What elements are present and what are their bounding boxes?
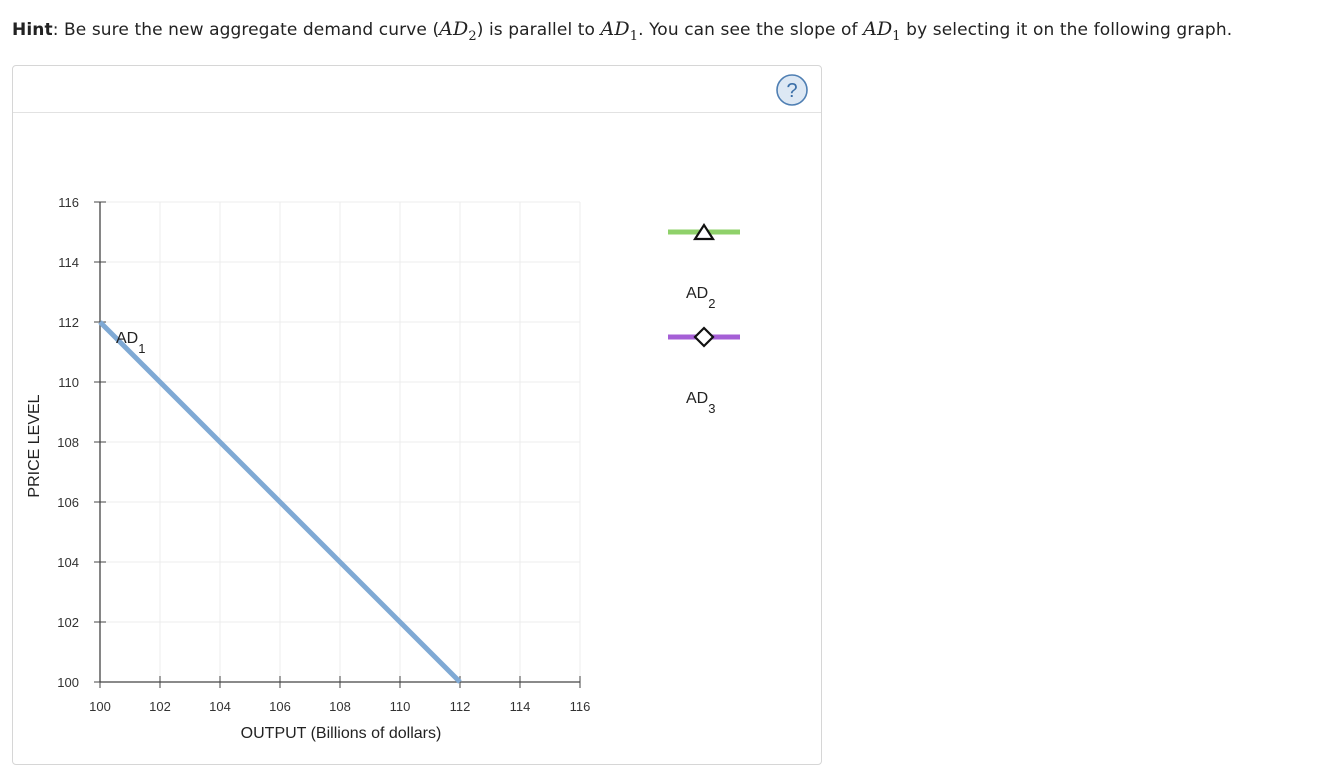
- x-tick-label: 114: [510, 699, 531, 714]
- hint-text-3: . You can see the slope of: [638, 20, 864, 40]
- palette-layer[interactable]: AD2 AD3: [668, 222, 740, 416]
- math-ad1b-main: AD: [863, 18, 893, 40]
- y-axis-label: PRICE LEVEL: [26, 394, 43, 497]
- palette-label-sub: 3: [708, 401, 715, 416]
- hint-text-1: : Be sure the new aggregate demand curve…: [52, 20, 440, 40]
- palette-label-ad3: AD3: [686, 390, 715, 416]
- x-tick-label: 112: [450, 699, 471, 714]
- x-tick-label: 106: [269, 699, 291, 714]
- ad1-curve[interactable]: [98, 320, 462, 684]
- question-circle-icon[interactable]: ?: [776, 74, 808, 106]
- x-tick-label: 104: [209, 699, 231, 714]
- y-tick-label: 110: [58, 375, 79, 390]
- palette-tool-ad2[interactable]: AD2: [668, 222, 740, 311]
- math-ad1b: AD1: [863, 18, 901, 44]
- palette-tool-ad3[interactable]: AD3: [668, 326, 740, 416]
- hint-text: Hint: Be sure the new aggregate demand c…: [12, 18, 1232, 44]
- math-ad1-sub: 1: [629, 28, 639, 44]
- y-tick-label: 116: [58, 195, 79, 210]
- x-tick-label: 108: [329, 699, 351, 714]
- math-ad1: AD1: [600, 18, 639, 44]
- y-tick-label: 112: [58, 315, 79, 330]
- y-tick-label: 114: [58, 255, 79, 270]
- math-ad2-main: AD: [439, 18, 469, 40]
- hint-label: Hint: [12, 20, 53, 40]
- y-tick-label: 102: [57, 615, 79, 630]
- triangle-marker-icon: [692, 222, 716, 241]
- math-ad1-main: AD: [600, 18, 630, 40]
- y-tick-label: 108: [57, 435, 79, 450]
- help-button-label: ?: [786, 80, 797, 102]
- palette-label-sub: 2: [708, 296, 715, 311]
- x-tick-label: 102: [149, 699, 171, 714]
- axes-layer: 100 102 104 106 108 110 112 114 116 100 102 104 106 1…: [57, 195, 590, 714]
- graph-panel: ?: [12, 65, 822, 765]
- palette-label-ad2: AD2: [686, 285, 715, 311]
- graph-toolbar: ?: [13, 66, 821, 113]
- y-tick-label: 100: [57, 675, 79, 690]
- hint-text-2: ) is parallel to: [476, 20, 601, 40]
- math-ad2-sub: 2: [468, 28, 477, 44]
- math-ad2: AD2: [439, 18, 477, 44]
- ad1-curve-label-sub: 1: [138, 341, 145, 356]
- x-tick-label: 100: [89, 699, 111, 714]
- diamond-marker-icon: [693, 326, 715, 348]
- math-ad1b-sub: 1: [892, 28, 901, 44]
- y-tick-label: 106: [57, 495, 79, 510]
- grid-layer: [99, 201, 581, 683]
- x-tick-label: 116: [570, 699, 591, 714]
- x-axis-label: OUTPUT (Billions of dollars): [241, 725, 442, 742]
- y-tick-label: 104: [57, 555, 79, 570]
- x-tick-label: 110: [390, 699, 411, 714]
- hint-text-4: by selecting it on the following graph.: [900, 20, 1233, 40]
